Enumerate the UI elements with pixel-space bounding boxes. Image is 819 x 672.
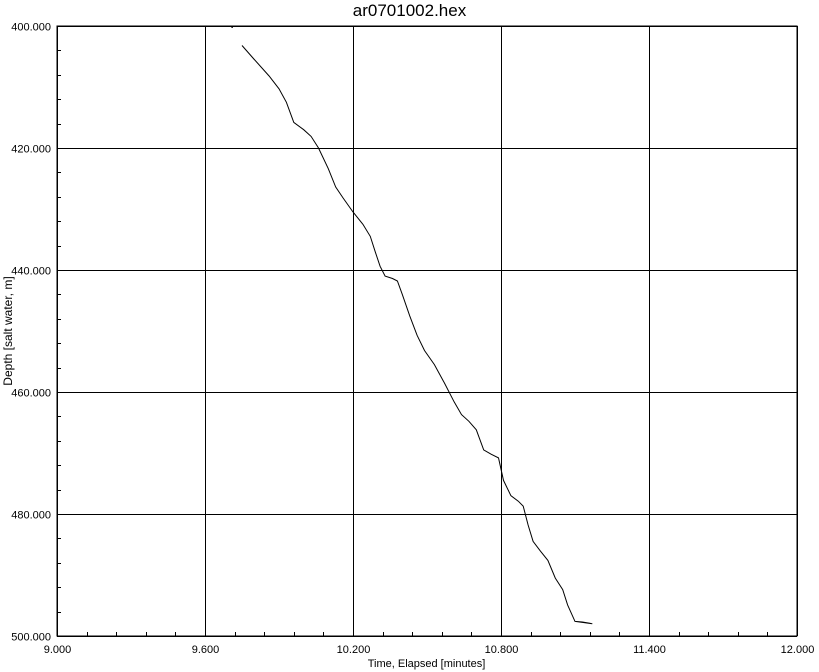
minor-ticks xyxy=(57,50,768,636)
y-tick-label: 500.000 xyxy=(11,632,51,644)
x-tick-label: 9.000 xyxy=(44,644,72,656)
y-axis-label-wrap: Depth [salt water, m] xyxy=(0,26,16,637)
x-tick-label: 10.800 xyxy=(485,644,519,656)
y-tick-label: 400.000 xyxy=(11,22,51,34)
series-layer xyxy=(231,26,593,625)
y-tick-label: 440.000 xyxy=(11,266,51,278)
data-point-start xyxy=(231,26,233,29)
chart-title: ar0701002.hex xyxy=(352,1,467,20)
y-tick-label: 480.000 xyxy=(11,510,51,522)
y-axis-label: Depth [salt water, m] xyxy=(1,276,15,386)
x-tick-label: 11.400 xyxy=(633,644,666,656)
tick-labels: 9.000 9.600 10.200 10.800 11.400 12.000 400.00… xyxy=(11,22,814,657)
y-tick-label: 460.000 xyxy=(11,388,51,400)
gridlines xyxy=(57,26,798,637)
plot-frame xyxy=(56,25,798,637)
x-axis-label: Time, Elapsed [minutes] xyxy=(367,658,486,670)
y-tick-label: 420.000 xyxy=(11,144,51,156)
x-tick-label: 12.000 xyxy=(781,644,815,656)
x-tick-label: 10.200 xyxy=(337,644,371,656)
x-tick-label: 9.600 xyxy=(192,644,220,656)
series-line xyxy=(241,45,593,625)
